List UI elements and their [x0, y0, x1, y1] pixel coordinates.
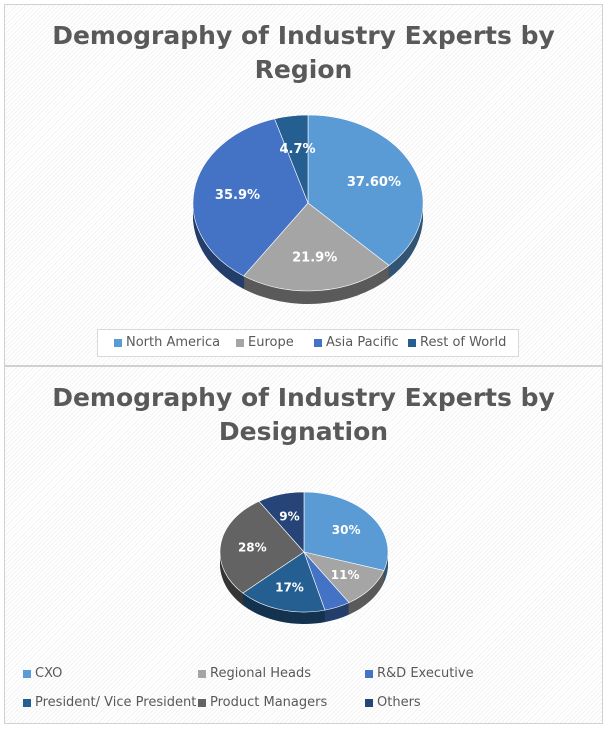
data-label: 37.60% — [347, 175, 401, 190]
data-label: 17% — [275, 581, 304, 595]
legend-label: Rest of World — [420, 335, 507, 350]
legend-label: Product Managers — [210, 695, 328, 710]
legend-swatch — [236, 338, 244, 347]
designation-chart-panel: Demography of Industry Experts by Design… — [4, 366, 603, 724]
legend: CXO Regional Heads R&D Executive President/… — [5, 367, 602, 723]
legend-label: President/ Vice President — [35, 695, 197, 710]
legend-item: Regional Heads — [198, 666, 311, 681]
data-label: 35.9% — [215, 188, 260, 203]
legend-swatch — [23, 669, 31, 678]
pie-slice-rest-of-world — [274, 114, 309, 204]
legend-label: Asia Pacific — [326, 335, 399, 350]
legend-item: President/ Vice President — [23, 695, 196, 710]
pie-slice-president-vice-president — [242, 551, 326, 613]
legend-label: North America — [126, 335, 221, 350]
chart-title: Demography of Industry Experts by Region — [52, 21, 555, 84]
data-label: 11% — [331, 568, 360, 582]
legend-swatch — [314, 338, 322, 347]
pie-slice-product-managers — [219, 500, 305, 594]
legend-item: Others — [365, 695, 421, 710]
legend-item: North America — [114, 335, 220, 350]
data-label: 9% — [279, 509, 299, 523]
pie-slice-asia-pacific — [192, 118, 309, 277]
legend-label: Regional Heads — [210, 666, 311, 681]
legend: North America Europe Asia Pacific Rest of W… — [97, 329, 519, 357]
data-label: 28% — [238, 540, 267, 554]
legend-label: Others — [377, 695, 421, 710]
legend-swatch — [408, 338, 416, 347]
designation-pie: 30% 11% 5% 17% 28% 9% — [219, 491, 389, 632]
legend-item: Asia Pacific — [314, 335, 399, 350]
pie-slice-north-america — [307, 114, 424, 266]
legend-item: Rest of World — [408, 335, 506, 350]
legend-item: R&D Executive — [365, 666, 474, 681]
legend-swatch — [198, 669, 206, 678]
legend-label: Europe — [248, 335, 294, 350]
legend-item: Europe — [236, 335, 294, 350]
legend-swatch — [23, 698, 31, 707]
region-pie: 37.60% 21.9% 35.9% 4.7% — [192, 114, 424, 305]
data-label: 30% — [332, 523, 361, 537]
legend-label: CXO — [35, 666, 63, 681]
legend-swatch — [365, 669, 373, 678]
region-chart-panel: Demography of Industry Experts by Region… — [4, 4, 603, 366]
legend-swatch — [114, 338, 122, 347]
legend-item: Product Managers — [198, 695, 327, 710]
pie-slice-cxo — [303, 491, 389, 571]
pie-slice-others — [258, 491, 305, 553]
data-label: 5% — [330, 618, 350, 632]
legend-swatch — [365, 698, 373, 707]
data-label: 21.9% — [292, 250, 337, 265]
pie-slice-europe — [243, 202, 390, 292]
legend-item: CXO — [23, 666, 62, 681]
data-label: 4.7% — [279, 142, 315, 157]
legend-swatch — [198, 698, 206, 707]
chart-title: Demography of Industry Experts by Design… — [52, 383, 555, 446]
legend-label: R&D Executive — [377, 666, 474, 681]
